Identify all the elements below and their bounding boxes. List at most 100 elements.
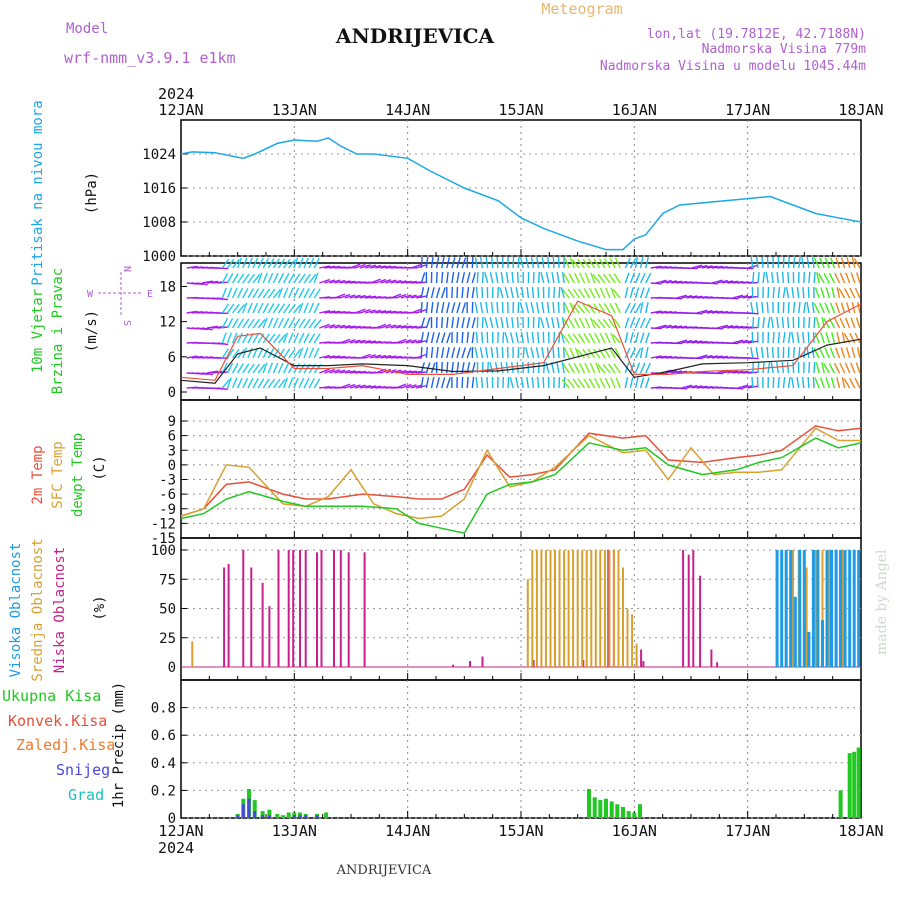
total-rain-bar	[324, 812, 329, 818]
wind-arrow	[776, 272, 779, 284]
wind-arrow	[671, 280, 683, 284]
wind-arrow	[592, 319, 601, 329]
wind-arrow	[400, 325, 412, 329]
wind-arrow	[604, 377, 611, 389]
wind-arrow	[411, 370, 423, 374]
wind-arrow	[814, 287, 820, 299]
wind-arrow	[582, 303, 591, 314]
wind-arrow	[490, 302, 494, 314]
wind-arrow	[752, 271, 755, 284]
wind-arrow	[737, 294, 749, 299]
wind-arrow	[410, 308, 422, 314]
wind-arrow	[461, 317, 465, 329]
wind-arrow	[479, 302, 484, 314]
wind-arrow	[466, 376, 469, 389]
wind-arrow	[833, 317, 841, 329]
wind-arrow	[441, 332, 446, 344]
wind-arrow	[293, 257, 299, 269]
y-tick-label: -12	[151, 516, 176, 532]
y-tick-label: 1016	[142, 181, 176, 197]
wind-arrow	[755, 346, 759, 359]
compass-south: S	[121, 320, 132, 326]
wind-arrow	[349, 384, 361, 389]
wind-arrow	[562, 318, 570, 329]
wind-arrow	[854, 377, 861, 389]
wind-arrow	[593, 258, 601, 269]
wind-arrow	[226, 258, 235, 269]
cloud-high-bar	[780, 550, 784, 667]
wind-arrow	[497, 286, 499, 299]
wind-arrow	[772, 331, 775, 344]
cloud-mid-bar	[617, 550, 620, 667]
wind-arrow	[252, 273, 261, 284]
wind-arrow	[441, 271, 444, 284]
wind-arrow	[835, 347, 841, 359]
wind-arrow	[772, 376, 775, 389]
wind-arrow	[722, 280, 734, 284]
compass-north: N	[121, 266, 132, 272]
wind-arrow	[850, 317, 856, 329]
wind-arrow	[755, 302, 759, 314]
temp-unit: (C)	[92, 455, 108, 480]
wind-arrow	[456, 272, 460, 284]
elevation-text: Nadmorska Visina 779m	[702, 42, 867, 57]
wind-arrow	[541, 346, 545, 359]
y-tick-label: -3	[159, 473, 176, 489]
wind-arrow	[509, 332, 514, 344]
wind-arrow	[563, 347, 570, 359]
wind-arrow	[283, 303, 291, 314]
wind-arrow	[247, 288, 255, 299]
wind-arrow	[441, 347, 445, 359]
wind-arrow	[293, 332, 300, 344]
wind-arrow	[267, 362, 274, 374]
wind-arrow	[766, 256, 769, 269]
wind-arrow	[520, 331, 524, 344]
y-tick-label: 0.6	[151, 728, 176, 744]
total-rain-bar	[598, 800, 603, 818]
time-tick-label-bottom: 18JAN	[838, 822, 883, 840]
wind-arrow	[262, 362, 268, 374]
wind-arrow	[530, 347, 535, 359]
wind-arrow	[639, 377, 645, 389]
wind-arrow	[420, 301, 423, 314]
pressure-panel: Pritisak na nivou mora (hPa) 1000 1008 101…	[30, 100, 862, 286]
wind-arrow	[815, 317, 820, 329]
wind-arrow	[823, 272, 830, 284]
cloud-mid-bar	[572, 550, 575, 667]
wind-arrow	[567, 378, 575, 389]
snow-bar	[236, 815, 240, 818]
wind-arrow	[501, 346, 504, 359]
wind-arrow	[564, 302, 570, 314]
wind-arrow	[598, 348, 606, 359]
wind-arrow	[226, 362, 234, 374]
wind-arrow	[557, 346, 560, 359]
temperature-panel: 2m Temp SFC Temp dewpt Temp (C) -15-12-9…	[30, 399, 862, 547]
wind-arrow	[461, 302, 467, 314]
wind-arrow	[629, 317, 635, 329]
wind-arrow	[650, 265, 662, 269]
cloud-low-bar	[642, 661, 645, 667]
wind-arrow	[660, 324, 672, 329]
y-tick-label: 1008	[142, 215, 176, 231]
cloud-mid-bar	[535, 550, 538, 667]
wind-arrow	[231, 273, 239, 284]
wind-arrow	[206, 370, 219, 374]
wind-arrow	[602, 273, 611, 284]
wind-arrow	[584, 317, 591, 329]
cloud-mid-bar	[841, 550, 844, 667]
wind-arrow	[288, 258, 296, 269]
wind-arrow	[495, 317, 499, 329]
wind-arrow	[747, 357, 759, 360]
cloud-high-bar	[834, 550, 838, 667]
wind-arrow	[808, 316, 811, 329]
wind-arrow	[815, 362, 820, 374]
wind-arrow	[272, 258, 280, 269]
wind-arrow	[571, 259, 580, 269]
cloud-mid-bar	[554, 550, 556, 667]
wind-arrow	[530, 302, 535, 314]
cloud-panel: Visoka Oblacnost Srednja Oblacnost Niska…	[8, 537, 862, 682]
wind-arrow	[288, 332, 294, 344]
total-rain-bar	[286, 812, 291, 818]
cloud-low-bar	[640, 649, 643, 667]
wind-arrow	[681, 384, 693, 389]
